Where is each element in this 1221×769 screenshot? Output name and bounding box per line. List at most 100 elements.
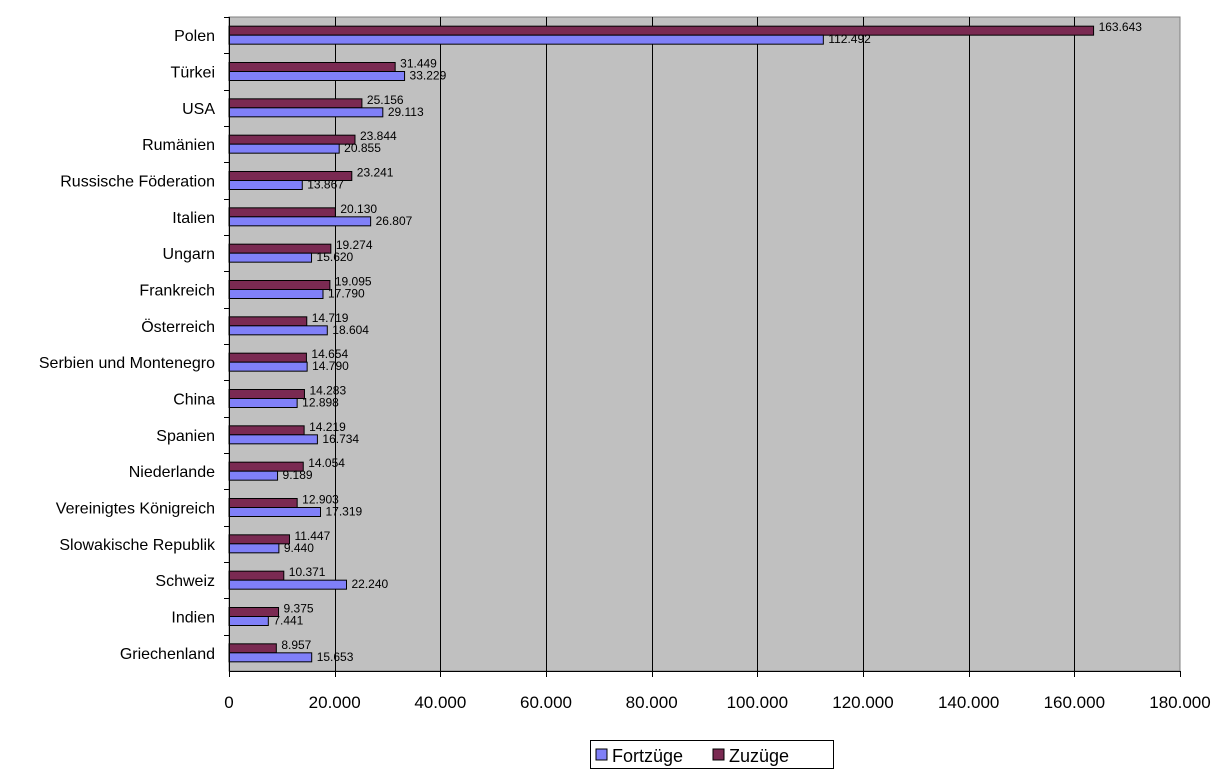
category-label: Spanien	[156, 428, 215, 445]
data-label-fortzuege: 17.319	[326, 505, 363, 519]
data-label-fortzuege: 9.189	[283, 468, 313, 482]
data-label-zuzuege: 23.844	[360, 129, 397, 143]
data-label-fortzuege: 22.240	[352, 577, 389, 591]
bar-zuzuege	[228, 316, 308, 327]
bar-fortzuege	[228, 143, 340, 154]
category-label: Italien	[172, 210, 215, 227]
bar-zuzuege	[228, 280, 331, 290]
category-label: USA	[182, 101, 215, 118]
data-label-fortzuege: 7.441	[273, 614, 303, 628]
data-label-zuzuege: 14.719	[312, 311, 349, 325]
data-label-zuzuege: 8.957	[281, 638, 311, 652]
data-label-zuzuege: 12.903	[302, 493, 339, 507]
bar-zuzuege	[228, 134, 356, 145]
data-label-fortzuege: 112.492	[828, 32, 871, 46]
category-label: Vereinigtes Königreich	[56, 501, 215, 518]
bar-zuzuege	[228, 352, 307, 363]
data-label-fortzuege: 14.790	[312, 359, 349, 373]
bar-zuzuege	[228, 62, 396, 72]
category-label: Rumänien	[142, 137, 215, 154]
data-label-fortzuege: 26.807	[376, 214, 413, 228]
bar-zuzuege	[228, 207, 336, 218]
bar-zuzuege	[228, 498, 298, 508]
bar-zuzuege	[228, 425, 305, 436]
x-tick-label: 180.000	[1149, 693, 1210, 712]
data-label-zuzuege: 19.095	[335, 275, 372, 289]
bar-fortzuege	[228, 34, 824, 45]
x-tick-label: 40.000	[414, 693, 466, 712]
plot-area	[228, 16, 1181, 672]
x-tick-label: 20.000	[309, 693, 361, 712]
legend-box	[590, 740, 834, 769]
legend: Fortzüge Zuzüge	[590, 740, 834, 769]
data-label-fortzuege: 20.855	[344, 141, 381, 155]
category-label: Griechenland	[120, 646, 215, 663]
data-label-zuzuege: 14.654	[311, 347, 348, 361]
bar-zuzuege	[228, 643, 277, 654]
bar-fortzuege	[228, 107, 384, 118]
bar-zuzuege	[228, 389, 305, 399]
data-label-fortzuege: 15.653	[317, 650, 354, 664]
legend-label: Zuzüge	[729, 746, 789, 766]
data-label-fortzuege: 18.604	[332, 323, 369, 337]
category-label: Russische Föderation	[60, 174, 215, 191]
category-label: Indien	[171, 610, 215, 627]
bar-zuzuege	[228, 98, 363, 109]
bar-zuzuege	[228, 25, 1095, 36]
bar-fortzuege	[228, 652, 313, 663]
bar-fortzuege	[228, 71, 406, 81]
data-label-zuzuege: 11.447	[294, 529, 330, 543]
data-label-fortzuege: 15.620	[317, 250, 354, 264]
category-label: China	[173, 392, 215, 409]
category-labels: Polen Türkei USA Rumänien Russische Föderati…	[39, 17, 230, 671]
data-label-fortzuege: 29.113	[388, 105, 424, 119]
x-tick-label: 140.000	[938, 693, 999, 712]
data-label-zuzuege: 25.156	[367, 93, 404, 107]
bar-fortzuege	[228, 543, 280, 554]
bar-zuzuege	[228, 607, 280, 617]
x-tick-label: 60.000	[520, 693, 572, 712]
data-label-fortzuege: 9.440	[284, 541, 314, 555]
data-label-zuzuege: 20.130	[340, 202, 377, 216]
x-axis: 0 20.000 40.000 60.000 80.000 100.000 120.000 1…	[224, 671, 1211, 712]
category-label: Serbien und Montenegro	[39, 355, 215, 372]
legend-swatch	[712, 748, 725, 761]
category-label: Polen	[174, 28, 215, 45]
bar-fortzuege	[228, 216, 372, 227]
x-tick-label: 0	[224, 693, 233, 712]
x-tick-label: 80.000	[626, 693, 678, 712]
bar-zuzuege	[228, 534, 290, 545]
data-label-zuzuege: 14.054	[308, 456, 345, 470]
bar-fortzuege	[228, 434, 318, 445]
data-label-zuzuege: 14.219	[309, 420, 346, 434]
legend-swatch	[595, 748, 608, 761]
gridlines	[335, 17, 1075, 671]
data-label-fortzuege: 33.229	[410, 69, 447, 83]
category-label: Türkei	[171, 65, 215, 82]
data-label-zuzuege: 31.449	[400, 57, 437, 71]
data-label-fortzuege: 13.867	[307, 178, 344, 192]
bar-fortzuege	[228, 180, 303, 190]
data-label-zuzuege: 10.371	[289, 565, 326, 579]
x-tick-label: 160.000	[1044, 693, 1105, 712]
legend-label: Fortzüge	[612, 746, 683, 766]
data-label-zuzuege: 19.274	[336, 238, 373, 252]
category-label: Niederlande	[129, 464, 215, 481]
bar-fortzuege	[228, 470, 279, 481]
category-label: Slowakische Republik	[59, 537, 216, 554]
bar-fortzuege	[228, 361, 308, 372]
data-label-fortzuege: 17.790	[328, 287, 365, 301]
data-label-fortzuege: 12.898	[302, 396, 339, 410]
data-label-zuzuege: 23.241	[357, 166, 394, 180]
category-label: Österreich	[141, 318, 215, 336]
bar-fortzuege	[228, 289, 324, 299]
data-label-zuzuege: 163.643	[1099, 20, 1143, 34]
data-label-fortzuege: 16.734	[322, 432, 359, 446]
bar-zuzuege	[228, 570, 285, 581]
data-label-zuzuege: 14.283	[309, 384, 346, 398]
bar-fortzuege	[228, 507, 322, 517]
data-label-zuzuege: 9.375	[284, 602, 314, 616]
bar-fortzuege	[228, 616, 269, 626]
bar-fortzuege	[228, 579, 348, 590]
